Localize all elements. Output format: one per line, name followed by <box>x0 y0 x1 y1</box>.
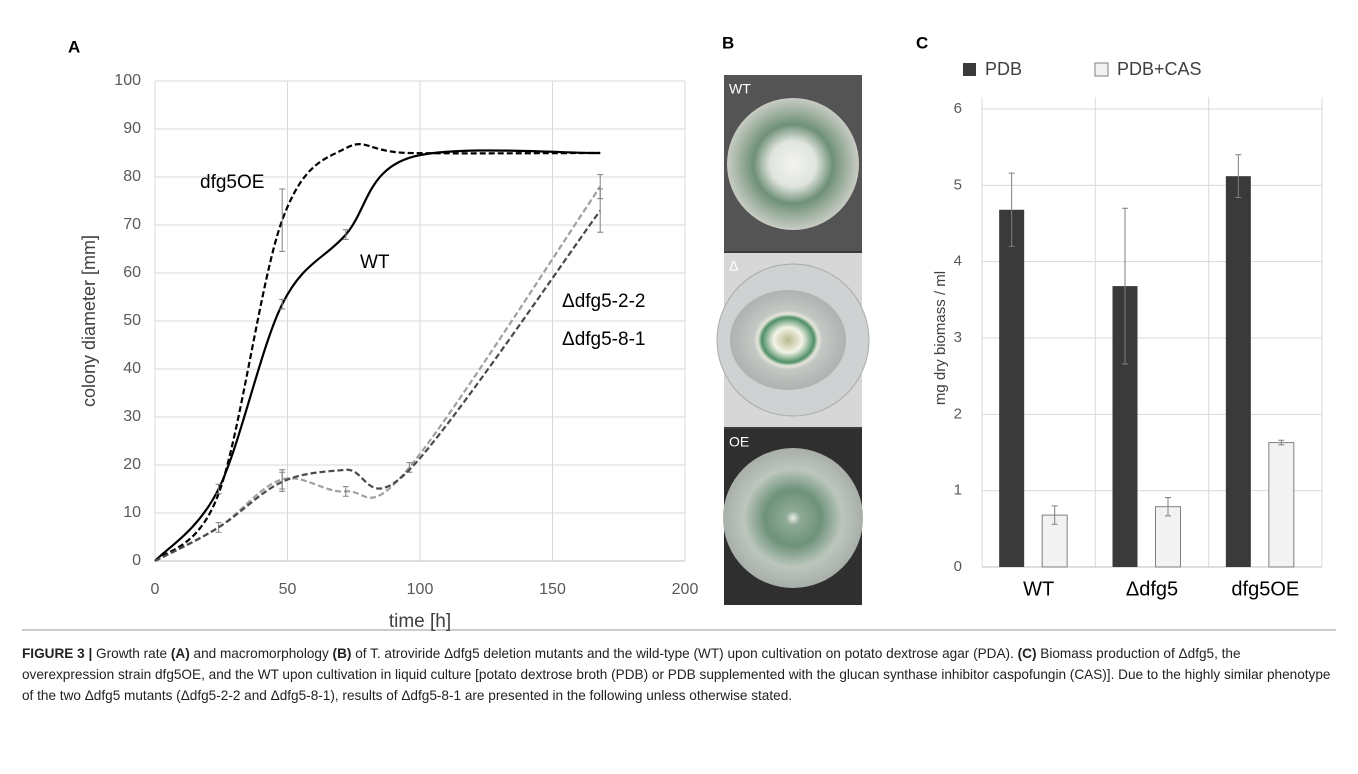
y-tick-label: 6 <box>954 100 962 117</box>
legend-swatch <box>963 63 976 76</box>
series-label: WT <box>360 252 390 273</box>
x-tick-label: 200 <box>672 581 699 598</box>
y-axis-label: colony diameter [mm] <box>79 235 99 407</box>
error-bar <box>1122 207 1128 365</box>
y-tick-label: 90 <box>123 120 141 137</box>
series-label: dfg5OE <box>200 172 264 193</box>
error-bar <box>1278 439 1285 446</box>
y-tick-label: 20 <box>123 456 141 473</box>
error-bar <box>279 471 286 492</box>
legend-label: PDB+CAS <box>1117 59 1202 79</box>
error-bar <box>279 298 286 310</box>
y-tick-label: 100 <box>114 72 141 89</box>
bar <box>999 209 1025 567</box>
error-bar <box>342 229 349 240</box>
y-axis-label: mg dry biomass / ml <box>932 271 949 405</box>
y-tick-label: 70 <box>123 216 141 233</box>
series-label: Δdfg5-8-1 <box>562 329 645 350</box>
photo-label: OE <box>729 434 749 450</box>
y-tick-label: 5 <box>954 176 962 193</box>
error-bar <box>1235 154 1242 199</box>
x-tick-label: 100 <box>407 581 434 598</box>
x-axis-label: time [h] <box>389 611 451 632</box>
caption-part: (A) <box>170 646 190 661</box>
y-tick-label: 4 <box>954 253 962 270</box>
bar <box>1268 442 1295 568</box>
photo-label: Δ <box>729 258 738 274</box>
error-bar <box>1008 172 1015 247</box>
y-tick-label: 50 <box>123 312 141 329</box>
y-tick-label: 3 <box>954 329 962 346</box>
bar <box>1155 506 1181 568</box>
panel-label: B <box>722 33 734 52</box>
y-tick-label: 40 <box>123 360 141 377</box>
legend-swatch <box>1094 62 1109 77</box>
x-tick-label: 0 <box>151 581 160 598</box>
caption: FIGURE 3 | Growth rate (A) and macromorp… <box>22 643 1332 706</box>
error-bar <box>597 188 604 233</box>
error-bar <box>1165 497 1171 517</box>
x-tick-label: Δdfg5 <box>1126 578 1178 600</box>
bar <box>1225 176 1251 567</box>
x-tick-label: 150 <box>539 581 566 598</box>
panel-label: A <box>68 37 80 56</box>
photo-label: WT <box>729 81 751 97</box>
y-tick-label: 10 <box>123 504 141 521</box>
y-tick-label: 1 <box>954 482 962 499</box>
panel-label: C <box>916 33 928 52</box>
legend-label: PDB <box>985 59 1022 79</box>
caption-part: and macromorphology <box>189 646 333 661</box>
error-bar <box>215 483 222 495</box>
error-bar <box>215 522 222 533</box>
caption-part: Growth rate <box>92 646 171 661</box>
photos: WT Δ OE <box>716 75 870 605</box>
plate <box>723 448 863 588</box>
y-tick-label: 60 <box>123 264 141 281</box>
y-tick-label: 30 <box>123 408 141 425</box>
y-tick-label: 0 <box>132 552 141 569</box>
series-label: Δdfg5-2-2 <box>562 291 645 312</box>
series-line <box>154 143 601 562</box>
caption-part: of T. atroviride Δdfg5 deletion mutants … <box>351 646 1018 661</box>
series-line <box>154 185 602 562</box>
plate <box>727 98 859 230</box>
series-line <box>154 149 601 562</box>
error-bar <box>342 486 349 497</box>
colony <box>730 290 846 390</box>
error-bar <box>1051 505 1058 525</box>
error-bar <box>279 188 286 252</box>
caption-part: (C) <box>1017 646 1037 661</box>
caption-part: Biomass production of Δdfg5, the overexp… <box>22 646 1331 703</box>
y-tick-label: 2 <box>954 405 962 422</box>
caption-part: (B) <box>332 646 352 661</box>
x-tick-label: WT <box>1023 578 1054 600</box>
caption-part: FIGURE 3 | <box>22 646 93 661</box>
x-tick-label: 50 <box>279 581 297 598</box>
y-tick-label: 0 <box>954 558 962 575</box>
y-tick-label: 80 <box>123 168 141 185</box>
x-tick-label: dfg5OE <box>1231 578 1299 600</box>
